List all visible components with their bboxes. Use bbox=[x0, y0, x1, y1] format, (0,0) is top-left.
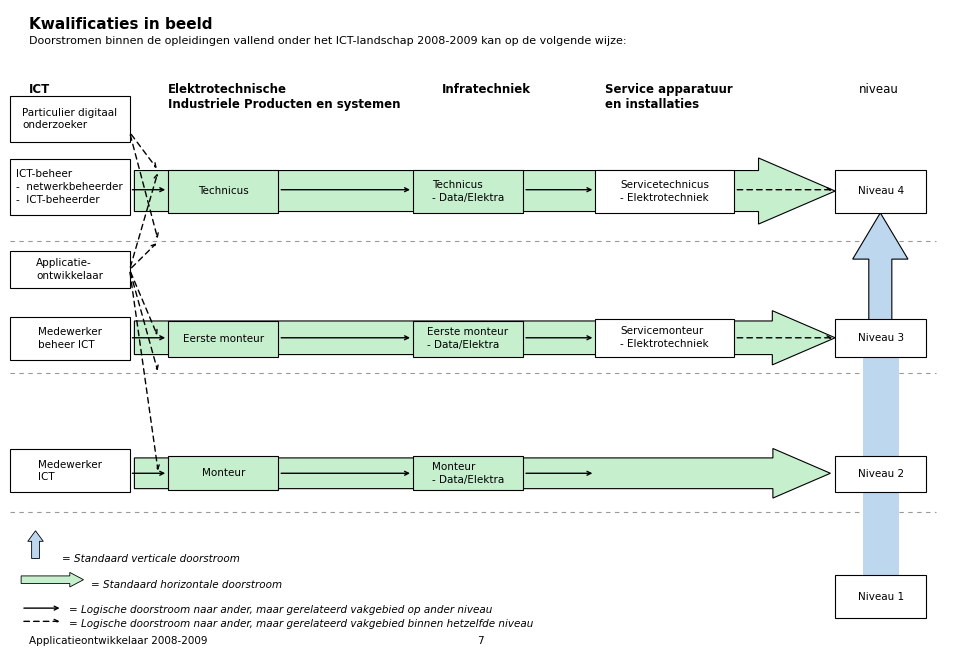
Text: Particulier digitaal
onderzoeker: Particulier digitaal onderzoeker bbox=[22, 108, 117, 130]
Text: ICT: ICT bbox=[29, 83, 50, 96]
Bar bbox=[413, 170, 523, 213]
FancyArrowPatch shape bbox=[132, 336, 163, 340]
Bar bbox=[10, 317, 130, 360]
Bar bbox=[10, 159, 130, 215]
Bar bbox=[168, 456, 278, 490]
Text: = Logische doorstroom naar ander, maar gerelateerd vakgebied binnen hetzelfde ni: = Logische doorstroom naar ander, maar g… bbox=[69, 619, 534, 629]
Text: Medewerker
beheer ICT: Medewerker beheer ICT bbox=[37, 327, 102, 350]
Polygon shape bbox=[21, 572, 84, 587]
Bar bbox=[413, 321, 523, 357]
FancyArrowPatch shape bbox=[281, 471, 408, 475]
FancyArrowPatch shape bbox=[24, 619, 58, 623]
Bar bbox=[835, 456, 926, 492]
Text: Technicus
- Data/Elektra: Technicus - Data/Elektra bbox=[432, 180, 504, 203]
Bar bbox=[413, 456, 523, 490]
Polygon shape bbox=[28, 531, 43, 559]
Text: Eerste monteur
- Data/Elektra: Eerste monteur - Data/Elektra bbox=[427, 327, 509, 350]
Text: = Standaard verticale doorstroom: = Standaard verticale doorstroom bbox=[62, 554, 240, 564]
Text: Niveau 1: Niveau 1 bbox=[857, 592, 904, 602]
Text: ICT-beheer
-  netwerkbeheerder
-  ICT-beheerder: ICT-beheer - netwerkbeheerder - ICT-behe… bbox=[16, 169, 123, 204]
Text: Kwalificaties in beeld: Kwalificaties in beeld bbox=[29, 17, 212, 32]
Text: Service apparatuur
en installaties: Service apparatuur en installaties bbox=[605, 83, 732, 110]
Bar bbox=[835, 575, 926, 618]
FancyArrowPatch shape bbox=[737, 188, 830, 192]
Text: niveau: niveau bbox=[859, 83, 900, 96]
FancyArrowPatch shape bbox=[132, 134, 156, 167]
Text: 7: 7 bbox=[477, 637, 483, 646]
Text: Servicetechnicus
- Elektrotechniek: Servicetechnicus - Elektrotechniek bbox=[620, 180, 709, 203]
Text: Medewerker
ICT: Medewerker ICT bbox=[37, 459, 102, 483]
FancyArrowPatch shape bbox=[737, 336, 830, 340]
FancyArrowPatch shape bbox=[526, 188, 590, 192]
Text: Eerste monteur: Eerste monteur bbox=[182, 334, 264, 344]
Text: Doorstromen binnen de opleidingen vallend onder het ICT-landschap 2008-2009 kan : Doorstromen binnen de opleidingen vallen… bbox=[29, 36, 626, 46]
Text: Niveau 4: Niveau 4 bbox=[857, 186, 904, 196]
Bar bbox=[835, 170, 926, 213]
FancyArrowPatch shape bbox=[526, 471, 590, 475]
Polygon shape bbox=[134, 158, 835, 224]
Bar bbox=[168, 321, 278, 357]
FancyArrowPatch shape bbox=[526, 336, 590, 340]
Polygon shape bbox=[852, 213, 908, 512]
Bar bbox=[10, 449, 130, 492]
Polygon shape bbox=[134, 311, 835, 365]
Text: Elektrotechnische
Industriele Producten en systemen: Elektrotechnische Industriele Producten … bbox=[168, 83, 400, 110]
FancyArrowPatch shape bbox=[281, 336, 408, 340]
FancyArrowPatch shape bbox=[131, 175, 158, 267]
FancyArrowPatch shape bbox=[132, 245, 156, 268]
Bar bbox=[835, 319, 926, 357]
FancyArrowPatch shape bbox=[132, 188, 163, 192]
FancyArrowPatch shape bbox=[132, 471, 163, 475]
Text: Servicemonteur
- Elektrotechniek: Servicemonteur - Elektrotechniek bbox=[620, 327, 709, 349]
Text: Monteur
- Data/Elektra: Monteur - Data/Elektra bbox=[432, 462, 504, 485]
Bar bbox=[863, 493, 899, 575]
FancyArrowPatch shape bbox=[130, 272, 159, 469]
Text: Applicatieontwikkelaar 2008-2009: Applicatieontwikkelaar 2008-2009 bbox=[29, 637, 207, 646]
FancyArrowPatch shape bbox=[131, 135, 158, 237]
FancyArrowPatch shape bbox=[24, 606, 58, 610]
Bar bbox=[863, 358, 899, 456]
Text: Monteur: Monteur bbox=[202, 468, 245, 479]
FancyArrowPatch shape bbox=[131, 272, 158, 369]
FancyArrowPatch shape bbox=[281, 188, 408, 192]
Bar bbox=[595, 319, 734, 357]
Bar bbox=[10, 251, 130, 288]
Bar bbox=[10, 96, 130, 142]
FancyArrowPatch shape bbox=[131, 272, 157, 334]
Text: Infratechniek: Infratechniek bbox=[442, 83, 531, 96]
Text: = Logische doorstroom naar ander, maar gerelateerd vakgebied op ander niveau: = Logische doorstroom naar ander, maar g… bbox=[69, 605, 492, 615]
Bar bbox=[595, 170, 734, 213]
Text: Niveau 2: Niveau 2 bbox=[857, 469, 904, 479]
Text: Technicus: Technicus bbox=[198, 186, 249, 196]
Text: Applicatie-
ontwikkelaar: Applicatie- ontwikkelaar bbox=[36, 258, 103, 281]
Text: Niveau 3: Niveau 3 bbox=[857, 332, 904, 343]
Text: = Standaard horizontale doorstroom: = Standaard horizontale doorstroom bbox=[91, 580, 282, 590]
Polygon shape bbox=[134, 449, 830, 498]
Bar bbox=[168, 170, 278, 213]
